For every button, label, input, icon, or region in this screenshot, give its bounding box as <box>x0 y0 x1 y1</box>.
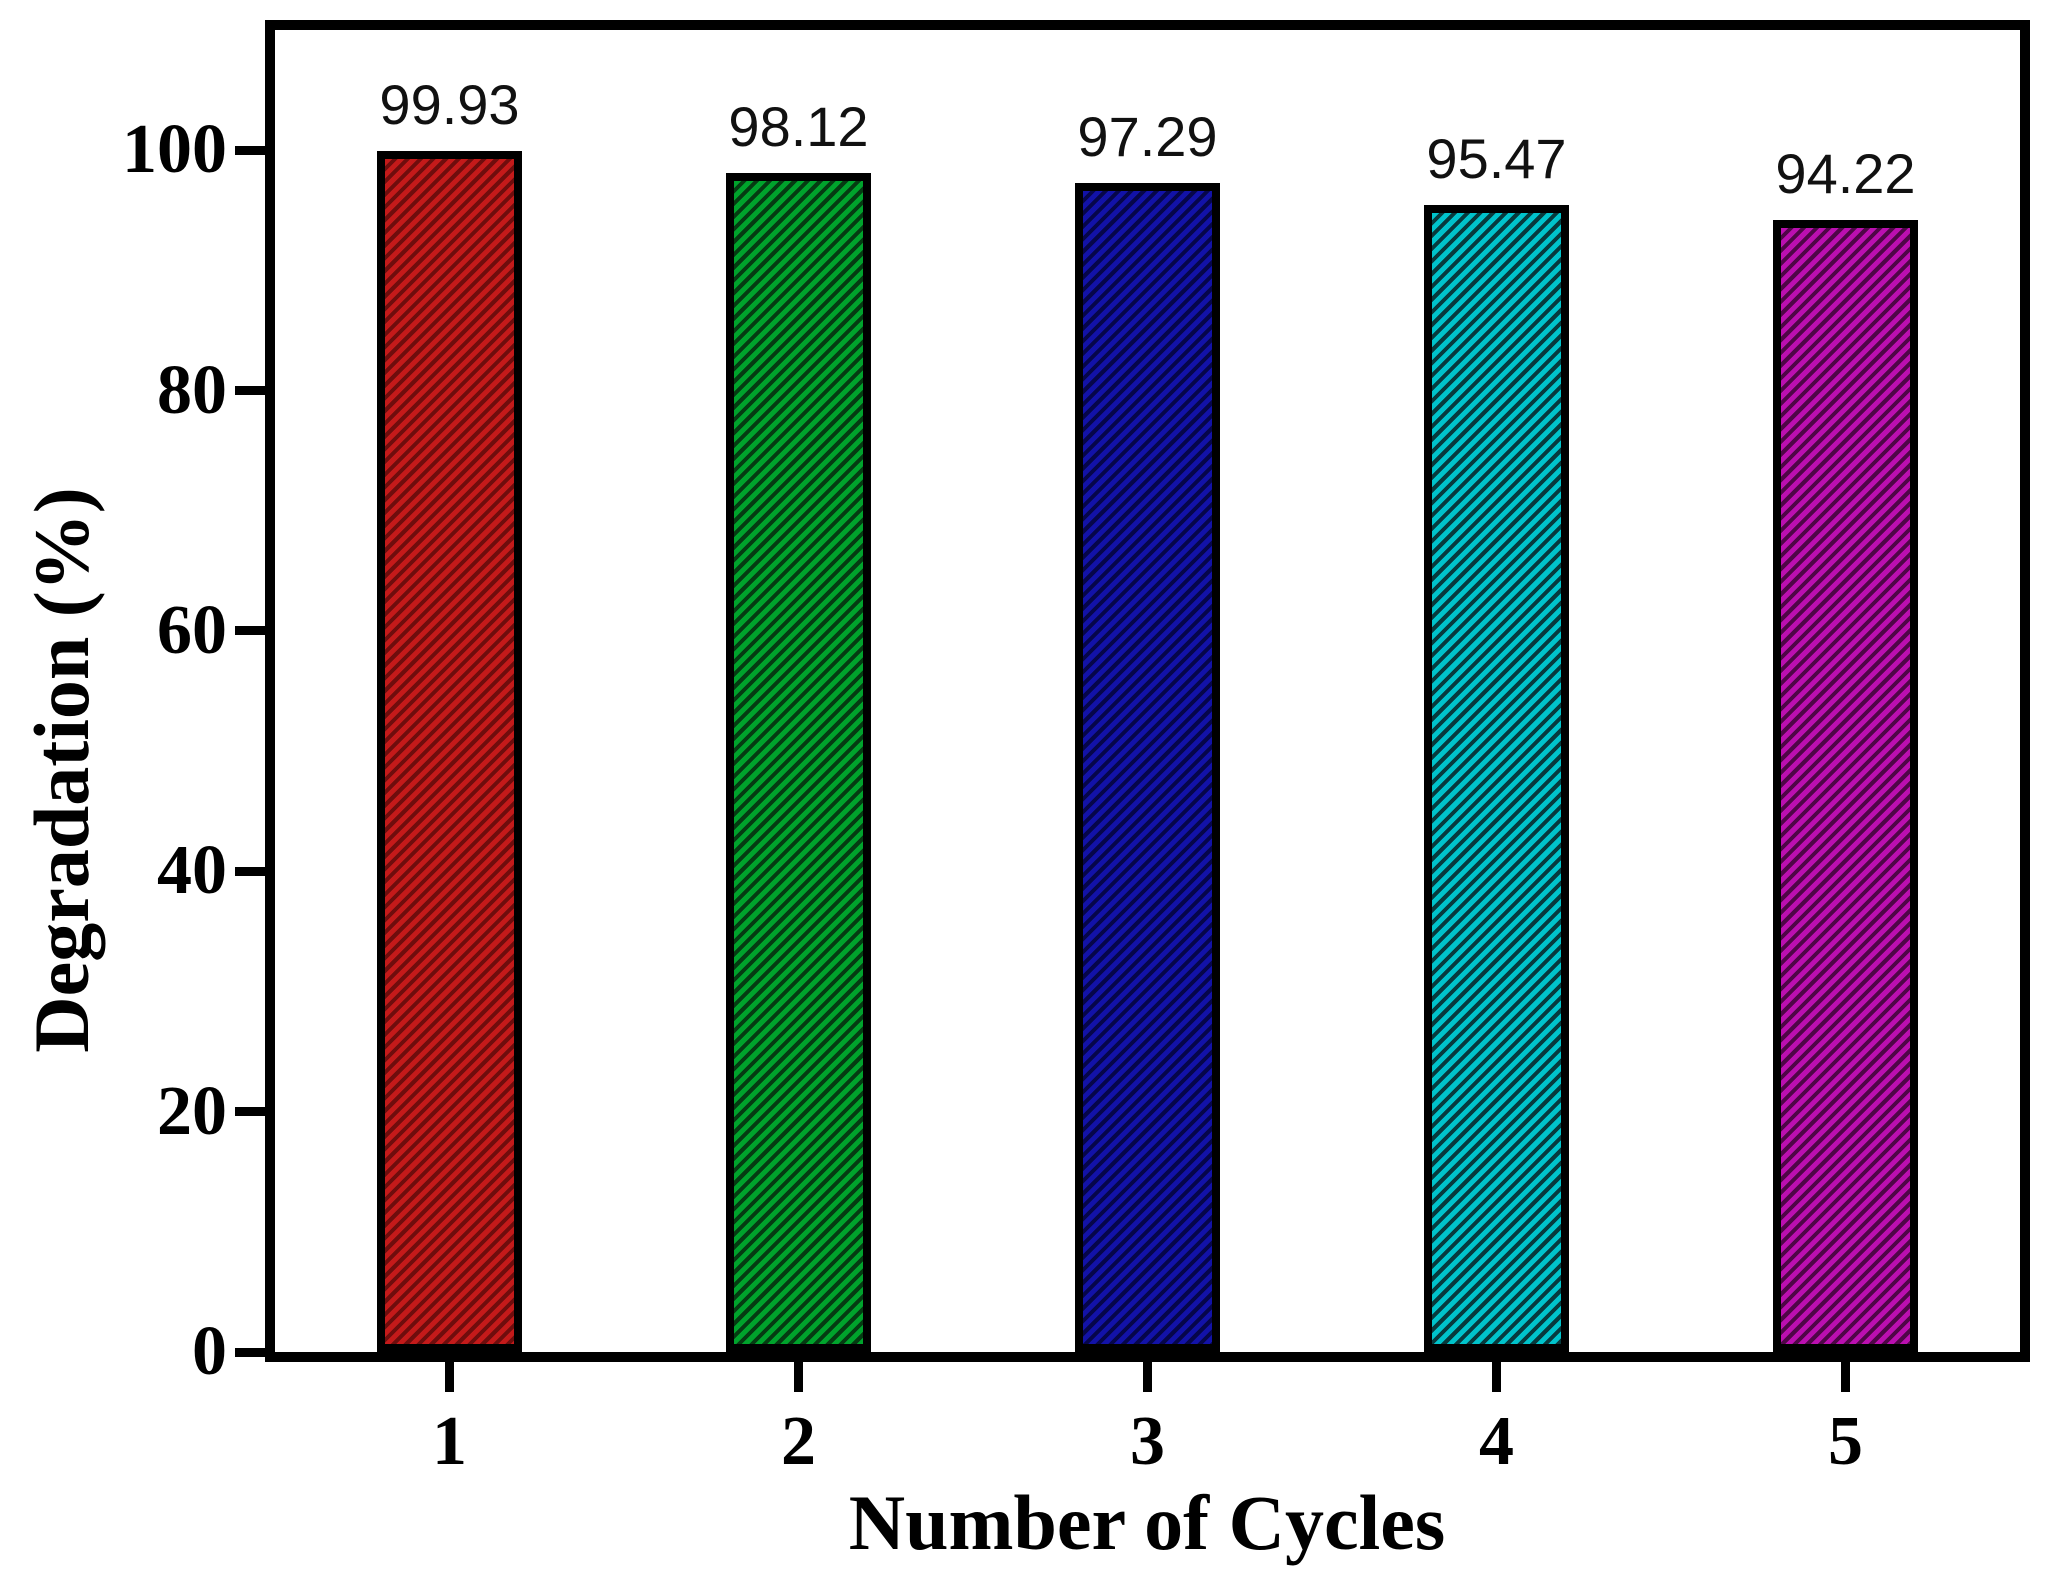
y-tick-mark <box>235 145 265 155</box>
x-tick-label: 2 <box>781 1403 816 1480</box>
bar-value-label: 98.12 <box>728 94 869 158</box>
x-tick-label: 4 <box>1479 1403 1514 1480</box>
y-tick-label: 40 <box>157 832 227 910</box>
x-tick-mark <box>794 1362 803 1392</box>
bar-cycle-2 <box>726 172 871 1352</box>
bar-value-label: 95.47 <box>1426 126 1567 190</box>
y-tick-mark <box>235 866 265 876</box>
y-tick-label: 60 <box>157 591 227 669</box>
y-tick-label: 80 <box>157 351 227 429</box>
y-tick-mark <box>235 1347 265 1357</box>
x-axis-title: Number of Cycles <box>848 1479 1446 1566</box>
y-tick-mark <box>235 1107 265 1117</box>
x-tick-label: 3 <box>1130 1403 1165 1480</box>
y-tick-label: 100 <box>122 111 227 189</box>
bar-value-label: 97.29 <box>1077 104 1218 168</box>
bar-cycle-3 <box>1075 182 1220 1352</box>
y-tick-mark <box>235 626 265 636</box>
x-tick-label: 1 <box>432 1403 467 1480</box>
bar-cycle-1 <box>377 151 522 1352</box>
x-tick-mark <box>1841 1362 1850 1392</box>
y-tick-mark <box>235 386 265 396</box>
x-tick-mark <box>1143 1362 1152 1392</box>
x-tick-mark <box>445 1362 454 1392</box>
bar-value-label: 94.22 <box>1775 141 1916 205</box>
bar-cycle-4 <box>1424 204 1569 1352</box>
y-axis-title: Degradation (%) <box>18 487 105 1053</box>
x-tick-label: 5 <box>1828 1403 1863 1480</box>
y-tick-label: 0 <box>192 1313 227 1390</box>
bar-cycle-5 <box>1773 219 1918 1352</box>
bar-value-label: 99.93 <box>379 73 520 137</box>
y-tick-label: 20 <box>157 1072 227 1150</box>
x-tick-mark <box>1492 1362 1501 1392</box>
